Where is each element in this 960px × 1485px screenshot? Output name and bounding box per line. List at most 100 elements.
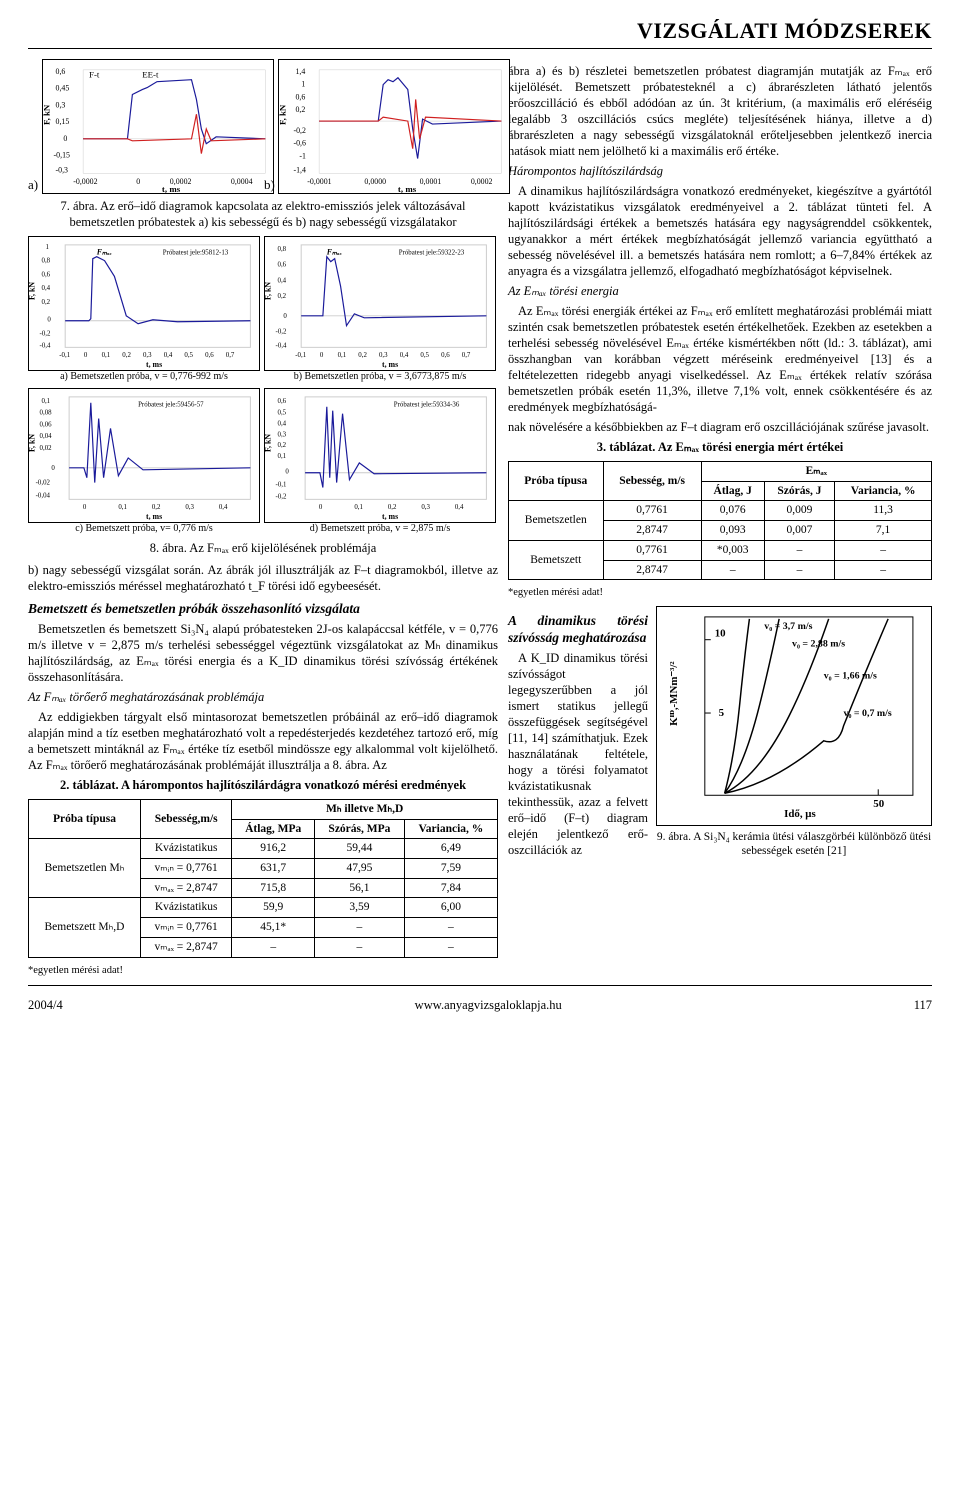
svg-text:0,08: 0,08 — [40, 409, 53, 416]
svg-text:0,5: 0,5 — [184, 352, 193, 359]
t3-cell: 7,1 — [835, 521, 932, 541]
svg-text:t, ms: t, ms — [146, 512, 162, 521]
svg-text:-0,15: -0,15 — [54, 151, 70, 160]
svg-text:-0,2: -0,2 — [294, 126, 307, 135]
svg-text:0,02: 0,02 — [40, 445, 53, 452]
fig7-panel-b: 1,41 0,60,2 -0,2-0,6 -1-1,4 -0,00010,000… — [278, 59, 510, 194]
t2-cell: vₘₐₓ = 2,8747 — [140, 937, 231, 957]
svg-text:-0,1: -0,1 — [295, 352, 306, 359]
t2-cell: 7,59 — [404, 859, 497, 879]
svg-text:0,0002: 0,0002 — [471, 177, 493, 186]
svg-text:0,8: 0,8 — [42, 258, 51, 265]
svg-text:Próbatest jele:95812-13: Próbatest jele:95812-13 — [163, 250, 229, 257]
svg-text:0,0004: 0,0004 — [231, 177, 253, 186]
t3-cell: – — [701, 560, 764, 580]
svg-text:F, kN: F, kN — [265, 282, 273, 300]
t2-h-c3c: Variancia, % — [404, 819, 497, 839]
svg-text:0,3: 0,3 — [379, 352, 388, 359]
svg-text:-0,2: -0,2 — [276, 493, 287, 500]
t2-cell: 59,9 — [232, 898, 315, 918]
right-p5: A K_ID dinamikus törési szívósságot lege… — [508, 650, 648, 858]
svg-text:0,4: 0,4 — [278, 277, 287, 284]
left-h2: Az Fₘₐₓ törőerő meghatározásának problém… — [28, 689, 498, 705]
fig8-sub-a: a) Bemetszetlen próba, v = 0,776-992 m/s — [28, 371, 260, 384]
svg-text:t, ms: t, ms — [146, 360, 162, 369]
t2-cell: – — [315, 937, 405, 957]
svg-text:10: 10 — [715, 627, 726, 639]
svg-text:0,3: 0,3 — [185, 504, 194, 511]
t2-h-c3b: Szórás, MPa — [315, 819, 405, 839]
svg-text:-0,3: -0,3 — [56, 165, 69, 174]
svg-text:0,4: 0,4 — [278, 420, 287, 427]
svg-text:-0,0002: -0,0002 — [73, 177, 97, 186]
footer-right: 117 — [914, 998, 932, 1013]
svg-text:0: 0 — [63, 134, 67, 143]
svg-text:0,15: 0,15 — [56, 117, 70, 126]
svg-text:t, ms: t, ms — [398, 184, 417, 193]
t3-h-c2: Sebesség, m/s — [603, 462, 701, 501]
t3-h-c3a: Átlag, J — [701, 481, 764, 501]
svg-text:t, ms: t, ms — [162, 184, 181, 193]
fig9-lbl3: v₀ = 1,66 m/s — [824, 670, 877, 681]
svg-text:0,6: 0,6 — [56, 67, 66, 76]
fig7-caption: 7. ábra. Az erő–idő diagramok kapcsolata… — [28, 198, 498, 230]
t3-cell: 0,076 — [701, 501, 764, 521]
svg-text:-0,2: -0,2 — [276, 329, 287, 336]
svg-text:1,4: 1,4 — [295, 67, 305, 76]
t2-cell: 715,8 — [232, 878, 315, 898]
svg-text:-0,04: -0,04 — [36, 492, 51, 499]
svg-text:0,6: 0,6 — [205, 352, 214, 359]
table2-footnote: *egyetlen mérési adat! — [28, 964, 498, 977]
t2-cell: 6,00 — [404, 898, 497, 918]
fig8-panel-b: Fₘₐₓ Próbatest jele:59322-23 0,80,6 0,40… — [264, 236, 496, 371]
svg-text:-0,4: -0,4 — [276, 342, 287, 349]
svg-text:Idő, μs: Idő, μs — [784, 808, 816, 820]
t3-cell: Bemetszetlen — [509, 501, 604, 540]
fig8-sub-b: b) Bemetszetlen próba, v = 3,6773,875 m/… — [264, 371, 496, 384]
t2-cell: 56,1 — [315, 878, 405, 898]
svg-text:0,45: 0,45 — [56, 84, 70, 93]
svg-text:0,3: 0,3 — [278, 431, 287, 438]
table-row: Bemetszett Mₕ,D Kvázistatikus 59,9 3,59 … — [29, 898, 498, 918]
svg-text:0,2: 0,2 — [358, 352, 367, 359]
right-h2: Az Eₘₐₓ törési energia — [508, 283, 932, 299]
fig7-panel-a: F-t EE-t 0,60,45 0,30,15 0-0,15 -0,3 -0,… — [42, 59, 274, 194]
header-rule — [28, 48, 932, 49]
svg-text:0,2: 0,2 — [122, 352, 131, 359]
table3-title: 3. táblázat. Az Eₘₐₓ törési energia mért… — [508, 439, 932, 455]
fig9-lbl2: v₀ = 2,88 m/s — [792, 638, 845, 649]
svg-text:0,2: 0,2 — [295, 105, 305, 114]
svg-text:0,4: 0,4 — [455, 504, 464, 511]
fig9-lbl1: v₀ = 3,7 m/s — [764, 621, 812, 632]
svg-text:-0,0001: -0,0001 — [307, 177, 331, 186]
svg-text:0,1: 0,1 — [118, 504, 127, 511]
svg-text:0,6: 0,6 — [42, 271, 51, 278]
fig8-caption: 8. ábra. Az Fₘₐₓ erő kijelölésének probl… — [28, 540, 498, 556]
t3-h-c3: Eₘₐₓ — [701, 462, 931, 482]
svg-text:0,2: 0,2 — [152, 504, 161, 511]
fig8-panel-c: Próbatest jele:59456-57 0,10,08 0,060,04… — [28, 388, 260, 523]
left-p1: b) nagy sebességű vizsgálat során. Az áb… — [28, 562, 498, 594]
t2-h-c3: Mₕ illetve Mₕ,D — [232, 799, 498, 819]
svg-text:0,4: 0,4 — [164, 352, 173, 359]
t2-cell: 631,7 — [232, 859, 315, 879]
svg-text:Próbatest jele:59456-57: Próbatest jele:59456-57 — [138, 402, 204, 409]
t2-cell: – — [404, 918, 497, 938]
svg-text:0: 0 — [283, 313, 287, 320]
t2-cell: 59,44 — [315, 839, 405, 859]
table-row: Bemetszetlen Mₕ Kvázistatikus 916,2 59,4… — [29, 839, 498, 859]
t3-cell: *0,003 — [701, 540, 764, 560]
footer-rule — [28, 985, 932, 986]
svg-text:F-t: F-t — [89, 70, 100, 80]
svg-text:1: 1 — [45, 244, 49, 251]
svg-text:0,6: 0,6 — [441, 352, 450, 359]
svg-text:50: 50 — [873, 798, 884, 810]
svg-text:0,5: 0,5 — [278, 409, 287, 416]
t3-cell: 0,7761 — [603, 540, 701, 560]
svg-text:F, kN: F, kN — [29, 433, 37, 451]
svg-text:5: 5 — [719, 707, 725, 719]
table-row: Bemetszett 0,7761 *0,003 – – — [509, 540, 932, 560]
t3-h-c3c: Variancia, % — [835, 481, 932, 501]
footer-left: 2004/4 — [28, 998, 63, 1013]
svg-text:Kᴵᴰ,-MNm⁻³/²: Kᴵᴰ,-MNm⁻³/² — [668, 660, 680, 725]
